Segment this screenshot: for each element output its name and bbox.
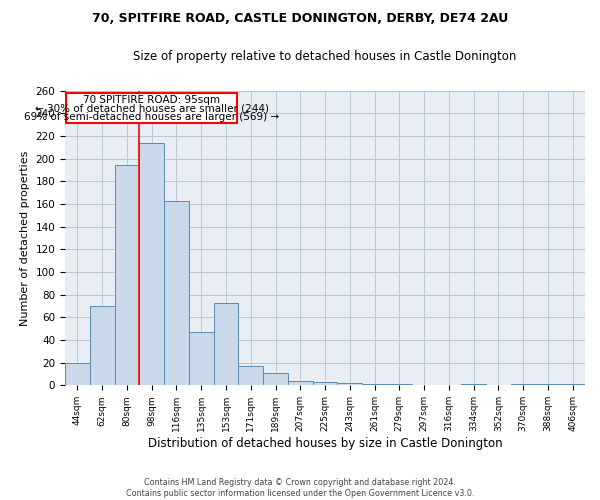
Bar <box>313 382 337 386</box>
Text: 70, SPITFIRE ROAD, CASTLE DONINGTON, DERBY, DE74 2AU: 70, SPITFIRE ROAD, CASTLE DONINGTON, DER… <box>92 12 508 26</box>
Bar <box>139 142 164 386</box>
Bar <box>461 384 486 386</box>
X-axis label: Distribution of detached houses by size in Castle Donington: Distribution of detached houses by size … <box>148 437 502 450</box>
Bar <box>288 381 313 386</box>
Text: 69% of semi-detached houses are larger (569) →: 69% of semi-detached houses are larger (… <box>24 112 279 122</box>
Bar <box>535 384 560 386</box>
Bar <box>238 366 263 386</box>
Bar <box>214 302 238 386</box>
FancyBboxPatch shape <box>67 93 237 124</box>
Bar <box>387 384 412 386</box>
Bar <box>362 384 387 386</box>
Text: Contains HM Land Registry data © Crown copyright and database right 2024.
Contai: Contains HM Land Registry data © Crown c… <box>126 478 474 498</box>
Bar <box>189 332 214 386</box>
Bar <box>115 166 139 386</box>
Text: ← 30% of detached houses are smaller (244): ← 30% of detached houses are smaller (24… <box>35 103 269 113</box>
Bar <box>560 384 585 386</box>
Bar <box>90 306 115 386</box>
Title: Size of property relative to detached houses in Castle Donington: Size of property relative to detached ho… <box>133 50 517 63</box>
Y-axis label: Number of detached properties: Number of detached properties <box>20 150 30 326</box>
Bar <box>337 383 362 386</box>
Bar <box>263 373 288 386</box>
Text: 70 SPITFIRE ROAD: 95sqm: 70 SPITFIRE ROAD: 95sqm <box>83 94 220 104</box>
Bar <box>511 384 535 386</box>
Bar <box>65 362 90 386</box>
Bar <box>164 200 189 386</box>
